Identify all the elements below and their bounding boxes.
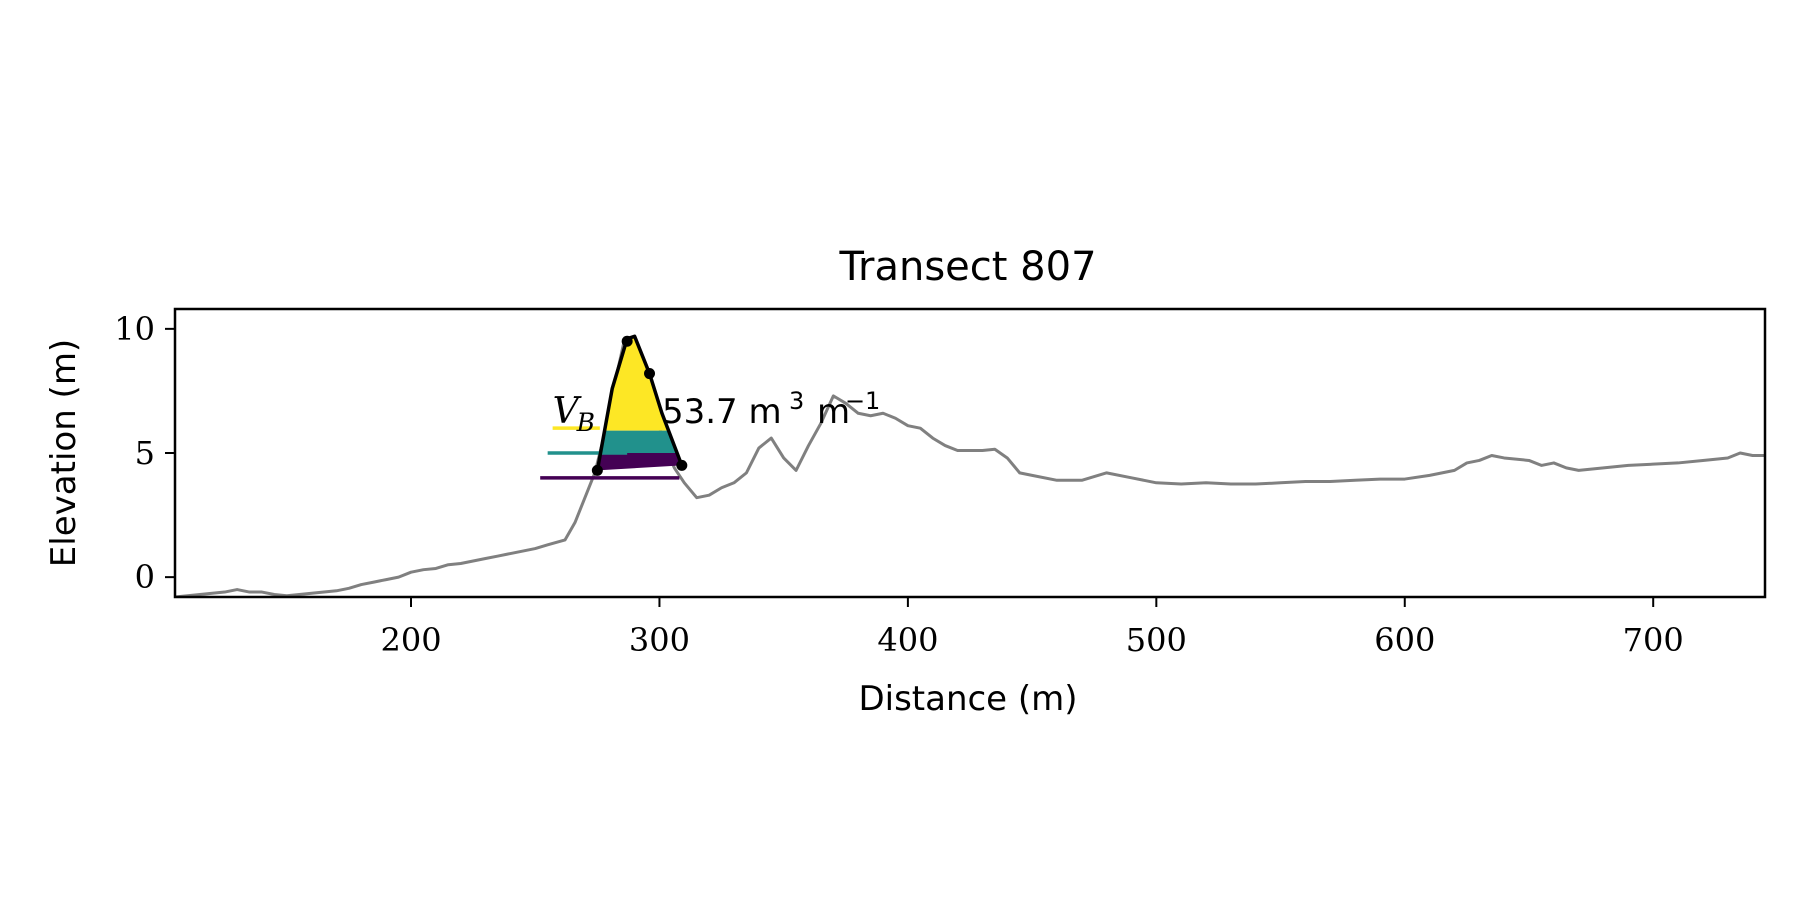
plot-frame bbox=[173, 307, 1767, 599]
chart-title: Transect 807 bbox=[838, 244, 1096, 290]
x-tick-label-4: 600 bbox=[1374, 621, 1435, 659]
volume-annotation: VB 53.7 m 3 m−1 bbox=[553, 387, 881, 437]
axis-ticks: 200 300 400 500 600 700 0 5 10 bbox=[114, 310, 1683, 659]
annotation-exp2: −1 bbox=[845, 387, 880, 415]
dune-key-point-1 bbox=[621, 335, 633, 347]
x-tick-label-3: 500 bbox=[1126, 621, 1187, 659]
x-tick-label-1: 300 bbox=[629, 621, 690, 659]
elevation-profile-line bbox=[175, 337, 1765, 597]
dune-band-1 bbox=[597, 430, 682, 453]
dune-key-point-2 bbox=[644, 368, 656, 380]
dune-outline bbox=[595, 334, 684, 471]
x-axis-label: Distance (m) bbox=[858, 679, 1077, 719]
x-tick-label-0: 200 bbox=[380, 621, 441, 659]
dune-key-point-3 bbox=[676, 459, 688, 471]
annotation-unit2: m bbox=[817, 392, 850, 432]
plot-area bbox=[175, 334, 1765, 597]
dune-key-point-0 bbox=[591, 464, 603, 476]
annotation-exp1: 3 bbox=[789, 387, 804, 415]
annotation-subscript: B bbox=[576, 408, 595, 437]
y-tick-label-0: 0 bbox=[135, 558, 155, 596]
x-tick-label-5: 700 bbox=[1623, 621, 1684, 659]
y-axis-label: Elevation (m) bbox=[44, 339, 84, 567]
x-tick-label-2: 400 bbox=[877, 621, 938, 659]
dune-band-2 bbox=[597, 453, 682, 471]
y-tick-label-1: 5 bbox=[135, 434, 155, 472]
annotation-symbol: V bbox=[553, 391, 583, 432]
y-tick-label-2: 10 bbox=[114, 310, 155, 348]
annotation-value: 53.7 m bbox=[662, 392, 782, 432]
